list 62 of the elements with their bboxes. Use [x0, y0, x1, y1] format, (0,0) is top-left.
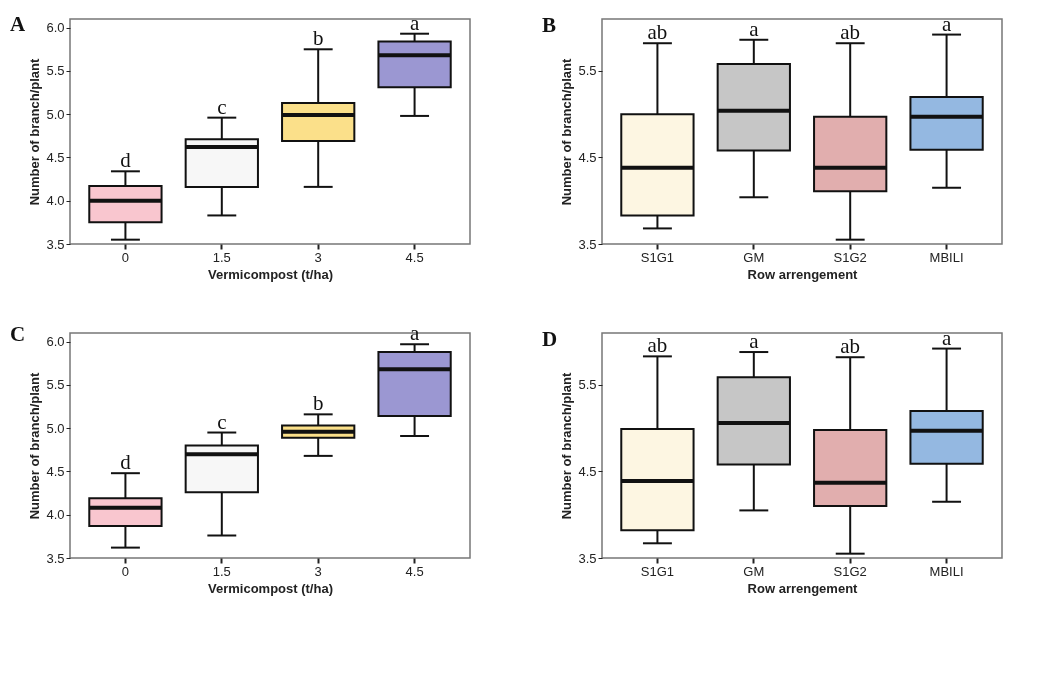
x-tick-label: 4.5 [405, 249, 424, 265]
annotation: ab [840, 334, 861, 359]
chart-title: C [10, 322, 26, 347]
y-tick-label: 5.5 [46, 377, 65, 393]
annotation: a [409, 10, 420, 35]
annotation: a [749, 16, 760, 41]
y-axis-title: Number of branch/plant [27, 58, 43, 206]
annotation: b [312, 391, 324, 416]
x-axis-title: Row arrengement [747, 266, 859, 282]
x-tick-label: 3 [314, 249, 322, 265]
y-axis-title: Number of branch/plant [559, 372, 575, 520]
annotation: a [409, 321, 420, 346]
y-tick-label: 5.5 [578, 63, 597, 79]
x-tick-label: S1G1 [640, 563, 675, 579]
y-axis-title: Number of branch/plant [27, 372, 43, 520]
y-tick-label: 4.5 [578, 463, 597, 479]
x-tick-label: S1G2 [833, 563, 867, 579]
x-tick-label: MBILI [929, 563, 964, 579]
x-tick-label: 1.5 [212, 249, 231, 265]
x-tick-label: S1G1 [640, 249, 675, 265]
y-tick-label: 3.5 [578, 550, 597, 566]
x-axis-title: Row arrengement [747, 580, 859, 596]
x-tick-label: S1G2 [833, 249, 867, 265]
annotation: a [749, 329, 760, 354]
x-tick-label: 3 [314, 563, 322, 579]
y-tick-label: 3.5 [46, 550, 65, 566]
y-tick-label: 5.0 [46, 106, 65, 122]
chart-title: B [542, 12, 557, 37]
x-tick-label: 1.5 [212, 563, 231, 579]
y-tick-label: 4.5 [46, 463, 65, 479]
x-tick-label: 4.5 [405, 563, 424, 579]
x-tick-label: 0 [121, 249, 130, 265]
annotation: a [941, 325, 952, 350]
chart-title: D [542, 326, 558, 351]
y-tick-label: 4.0 [46, 507, 65, 523]
y-tick-label: 4.5 [46, 149, 65, 165]
x-tick-label: GM [743, 249, 765, 265]
y-tick-label: 5.5 [46, 63, 65, 79]
y-tick-label: 4.0 [46, 193, 65, 209]
x-axis-title: Vermicompost (t/ha) [208, 266, 333, 282]
y-tick-label: 3.5 [578, 236, 597, 252]
chart-title: A [10, 11, 26, 36]
annotation: b [312, 26, 324, 51]
annotation: ab [647, 333, 668, 358]
annotation: c [217, 94, 227, 119]
x-axis-title: Vermicompost (t/ha) [208, 580, 333, 596]
y-axis-title: Number of branch/plant [559, 58, 575, 206]
x-tick-label: GM [743, 563, 765, 579]
y-tick-label: 6.0 [46, 334, 65, 350]
annotation: a [941, 11, 952, 36]
y-tick-label: 5.0 [46, 420, 65, 436]
x-tick-label: MBILI [929, 249, 964, 265]
y-tick-label: 4.5 [578, 149, 597, 165]
annotation: c [217, 409, 227, 434]
annotation: ab [647, 20, 668, 45]
x-tick-label: 0 [121, 563, 130, 579]
y-tick-label: 3.5 [46, 236, 65, 252]
y-tick-label: 6.0 [46, 20, 65, 36]
annotation: d [120, 450, 132, 475]
annotation: ab [840, 20, 861, 45]
y-tick-label: 5.5 [578, 377, 597, 393]
annotation: d [120, 148, 132, 173]
